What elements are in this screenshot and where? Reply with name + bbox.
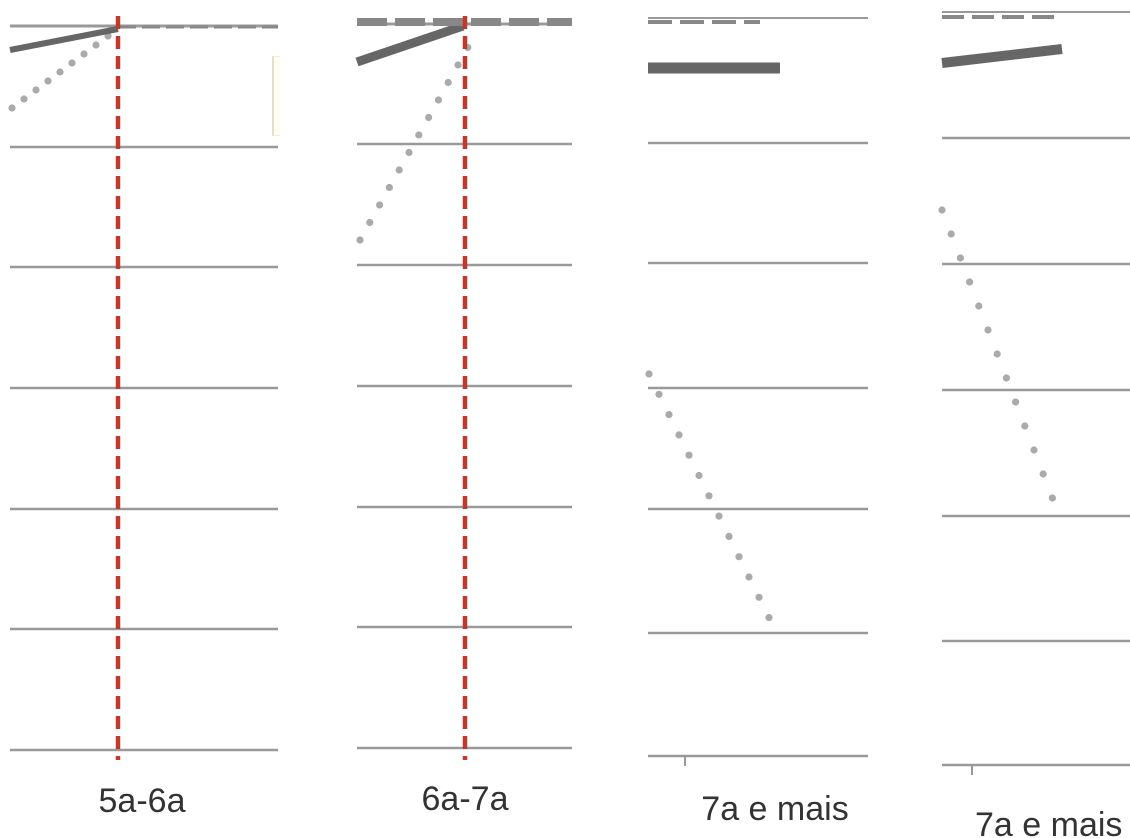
dotted-series-point bbox=[1021, 422, 1029, 430]
tooltip-fragment bbox=[272, 56, 280, 136]
dotted-series-point bbox=[32, 86, 40, 94]
dotted-series-point bbox=[1002, 374, 1011, 382]
dotted-series-point bbox=[356, 236, 364, 244]
dotted-series-point bbox=[966, 278, 974, 286]
dotted-series-point bbox=[655, 390, 663, 398]
chart-panel-6a-7a bbox=[355, 16, 572, 760]
dotted-series-point bbox=[434, 96, 442, 104]
dotted-series-point bbox=[425, 113, 433, 122]
dotted-series-point bbox=[765, 614, 773, 622]
dotted-series-point bbox=[705, 492, 713, 500]
dotted-series-point bbox=[68, 59, 76, 67]
dotted-series-point bbox=[415, 131, 423, 139]
chart-panel-5a-6a bbox=[8, 16, 278, 760]
dotted-series-point bbox=[956, 254, 965, 262]
dotted-series-point bbox=[695, 471, 703, 480]
dotted-series-point bbox=[1030, 446, 1038, 454]
dotted-series-point bbox=[645, 370, 653, 378]
dotted-series-point bbox=[675, 431, 683, 439]
dotted-series-point bbox=[984, 326, 992, 334]
dotted-series-point bbox=[395, 166, 403, 174]
dotted-series-point bbox=[938, 206, 946, 214]
dotted-series-point bbox=[1039, 470, 1047, 478]
dotted-series-point bbox=[993, 350, 1001, 358]
dotted-series-point bbox=[1048, 494, 1056, 502]
dotted-series-point bbox=[665, 411, 673, 419]
dotted-series-point bbox=[975, 302, 983, 310]
dotted-series-point bbox=[947, 230, 955, 238]
dotted-series-point bbox=[80, 50, 88, 58]
dotted-series-point bbox=[735, 553, 743, 561]
dotted-series-point bbox=[44, 77, 52, 85]
dotted-series-point bbox=[745, 573, 753, 581]
category-label: 7a e mais bbox=[701, 790, 848, 828]
dotted-series-point bbox=[8, 104, 16, 112]
dotted-series-point bbox=[56, 68, 64, 76]
solid-series-line bbox=[9, 26, 119, 53]
dotted-series-point bbox=[92, 41, 100, 49]
category-label: 6a-7a bbox=[422, 780, 509, 818]
dotted-series-point bbox=[444, 78, 452, 87]
dotted-series-point bbox=[405, 148, 413, 157]
dotted-series-point bbox=[20, 95, 28, 103]
dotted-series-point bbox=[725, 532, 733, 541]
chart-panel-7a-e-mais bbox=[645, 17, 868, 766]
dotted-series-point bbox=[715, 512, 723, 520]
dotted-series-point bbox=[1012, 398, 1020, 406]
solid-series-line bbox=[355, 21, 465, 67]
category-label: 5a-6a bbox=[99, 782, 186, 820]
chart-panel-7a-e-mais-second bbox=[938, 11, 1130, 775]
dotted-series-point bbox=[385, 183, 393, 192]
dotted-series-point bbox=[366, 218, 374, 227]
dotted-series-point bbox=[755, 593, 763, 601]
category-label: 7a e mais bbox=[975, 806, 1122, 838]
dotted-series-point bbox=[454, 61, 462, 69]
dotted-series-point bbox=[376, 201, 384, 209]
dotted-series-point bbox=[685, 451, 693, 459]
solid-series-line bbox=[941, 44, 1063, 68]
